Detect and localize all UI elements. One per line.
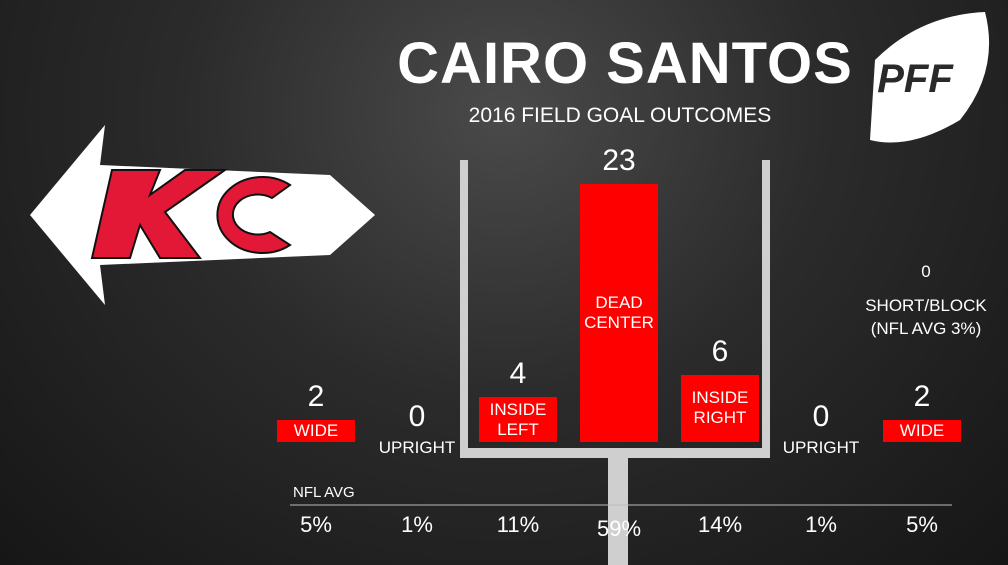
short-block-note: (NFL AVG 3%) (870, 319, 982, 338)
avg-heading: NFL AVG (293, 484, 355, 501)
bar: WIDE (883, 419, 961, 442)
nfl-avg-value: 59% (596, 516, 642, 541)
nfl-avg-value: 1% (401, 512, 433, 537)
short-block-value: 0 (921, 262, 931, 281)
bar-value: 4 (509, 357, 527, 391)
nfl-avg-value: 11% (496, 512, 540, 537)
bar: WIDE (277, 419, 355, 442)
bar-value: 2 (307, 379, 325, 413)
chart-subtitle: 2016 FIELD GOAL OUTCOMES (468, 104, 772, 127)
bar: INSIDE RIGHT (681, 374, 759, 442)
goalpost (460, 160, 770, 565)
category-label: UPRIGHT (782, 438, 860, 457)
bar-value: 23 (602, 144, 636, 178)
nfl-avg-value: 1% (805, 512, 837, 537)
pff-logo: PFF (870, 12, 990, 143)
nfl-avg-value: 14% (697, 512, 743, 537)
nfl-avg-value: 5% (906, 512, 938, 537)
category-label: UPRIGHT (378, 438, 456, 457)
bar-value: 0 (812, 400, 830, 433)
bar: INSIDE LEFT (479, 397, 557, 442)
team-logo (30, 125, 375, 305)
bar-value: 0 (408, 400, 426, 433)
bar-value: 6 (711, 334, 729, 368)
nfl-avg-value: 5% (300, 512, 332, 537)
bar: DEAD CENTER (580, 184, 658, 442)
logo-text: PFF (877, 57, 954, 101)
chart-title: CAIRO SANTOS (397, 31, 853, 96)
bar-value: 2 (913, 379, 931, 413)
short-block-label: SHORT/BLOCK (865, 296, 987, 315)
